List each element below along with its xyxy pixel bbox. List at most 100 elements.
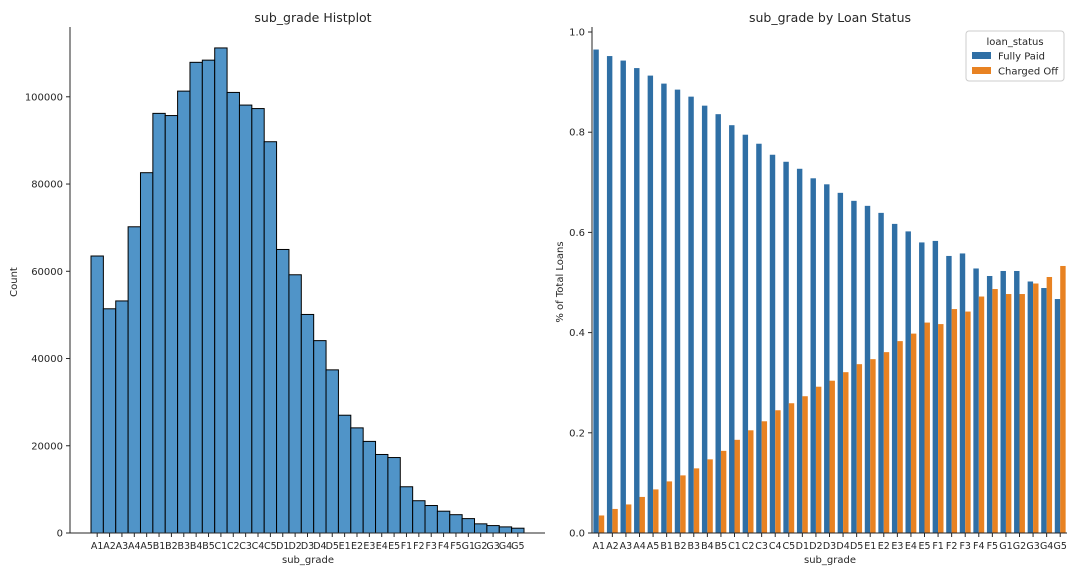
- x-tick-label: D3: [823, 541, 836, 552]
- x-axis: A1 A2 A3 A4 A5 B1 B2 B3 B4 B5 C1 C2 C3 C4 C5 D1 D2 D3 D4 D5…: [70, 532, 545, 552]
- x-tick-label: B4: [190, 541, 203, 552]
- x-tick-label: D1: [796, 541, 809, 552]
- bar-charged-off: [788, 403, 795, 533]
- bar-charged-off: [1019, 294, 1025, 533]
- x-tick-label: A1: [91, 541, 104, 552]
- bar-fully-paid: [620, 60, 626, 533]
- y-tick-label: 40000: [31, 354, 63, 365]
- histogram-bar: [127, 226, 141, 534]
- x-tick-label: F5: [450, 541, 462, 552]
- x-tick-label: G1: [999, 541, 1012, 552]
- bar-charged-off: [1046, 276, 1053, 533]
- x-tick-label: C3: [239, 541, 252, 552]
- bar-charged-off: [693, 468, 700, 533]
- x-tick-label: C5: [782, 541, 795, 552]
- y-axis-label: % of Total Loans: [555, 241, 566, 322]
- bar-charged-off: [951, 309, 958, 533]
- histogram-bar: [263, 141, 278, 534]
- x-tick-label: D2: [809, 541, 822, 552]
- x-tick-label: G1: [462, 541, 475, 552]
- bar-fully-paid: [674, 89, 681, 534]
- histogram-bar: [461, 518, 476, 534]
- bar-fully-paid: [1027, 281, 1034, 533]
- x-tick-label: C2: [227, 541, 240, 552]
- x-tick-label: B5: [202, 541, 215, 552]
- histplot-chart: sub_grade Histplot 0 20000 40000 60000 80000…: [9, 10, 545, 566]
- bar-charged-off: [910, 333, 917, 533]
- histogram-bar: [375, 453, 389, 534]
- bar-fully-paid: [851, 200, 857, 533]
- y-tick-label: 0.6: [569, 228, 585, 239]
- bar-fully-paid: [946, 255, 952, 533]
- bar-fully-paid: [593, 49, 599, 533]
- x-tick-label: E5: [388, 541, 400, 552]
- bar-fully-paid: [973, 268, 979, 533]
- bar-charged-off: [992, 289, 998, 533]
- bar-charged-off: [734, 439, 740, 533]
- legend-swatch-fully-paid: [972, 52, 991, 59]
- bar-charged-off: [1005, 294, 1012, 533]
- bar-charged-off: [965, 311, 971, 533]
- x-tick-label: G4: [499, 541, 512, 552]
- bar-fully-paid: [878, 212, 884, 533]
- histogram-bar: [498, 526, 513, 534]
- x-tick-label: B2: [165, 541, 178, 552]
- bar-charged-off: [897, 341, 903, 533]
- x-tick-label: G3: [1026, 541, 1039, 552]
- histogram-bar: [251, 108, 265, 534]
- x-tick-label: E4: [905, 541, 917, 552]
- bar-charged-off: [598, 515, 605, 533]
- x-tick-label: B2: [674, 541, 687, 552]
- x-tick-label: E2: [878, 541, 890, 552]
- bar-charged-off: [761, 421, 768, 533]
- x-tick-label: B3: [178, 541, 191, 552]
- x-tick-label: C3: [755, 541, 768, 552]
- histogram-bar: [201, 59, 216, 534]
- bar-fully-paid: [1054, 299, 1061, 533]
- bar-fully-paid: [783, 161, 789, 533]
- bar-fully-paid: [701, 105, 708, 533]
- x-tick-label: D4: [313, 541, 326, 552]
- x-tick-label: F5: [987, 541, 999, 552]
- x-tick-label: E3: [363, 541, 375, 552]
- histogram-bar: [214, 47, 228, 534]
- histogram-bar: [177, 90, 191, 534]
- histogram-bar: [350, 427, 364, 534]
- legend-label-fully-paid: Fully Paid: [998, 52, 1045, 63]
- bar-fully-paid: [824, 184, 830, 533]
- bar-charged-off: [720, 450, 727, 533]
- x-tick-label: A2: [103, 541, 116, 552]
- legend: loan_status Fully Paid Charged Off: [965, 30, 1065, 82]
- histogram-bar: [300, 313, 315, 534]
- x-tick-label: G5: [511, 541, 524, 552]
- bar-fully-paid: [932, 240, 939, 534]
- x-tick-label: C4: [769, 541, 782, 552]
- bar-fully-paid: [756, 143, 762, 534]
- bar-fully-paid: [769, 154, 776, 533]
- bar-charged-off: [1060, 265, 1066, 533]
- chart-title: sub_grade by Loan Status: [749, 10, 911, 25]
- legend-swatch-charged-off: [972, 67, 991, 74]
- bars: [593, 49, 1066, 534]
- y-tick-label: 0.8: [569, 128, 585, 139]
- x-tick-label: D5: [326, 541, 339, 552]
- y-axis: 0 20000 40000 60000 80000 100000: [25, 27, 71, 540]
- x-tick-label: A5: [140, 541, 153, 552]
- bar-fully-paid: [837, 192, 844, 533]
- histogram-bar: [139, 172, 154, 534]
- x-tick-label: B1: [660, 541, 673, 552]
- bar-charged-off: [625, 504, 632, 533]
- x-tick-label: E3: [891, 541, 903, 552]
- x-tick-label: F2: [413, 541, 425, 552]
- x-tick-label: F2: [946, 541, 958, 552]
- bar-fully-paid: [796, 168, 803, 533]
- x-tick-label: A4: [128, 541, 141, 552]
- histogram-bar: [449, 514, 463, 534]
- bar-charged-off: [856, 364, 863, 533]
- x-tick-label: F1: [932, 541, 944, 552]
- bar-charged-off: [639, 496, 645, 533]
- x-tick-label: A5: [647, 541, 660, 552]
- x-tick-label: B4: [701, 541, 714, 552]
- x-tick-label: G5: [1054, 541, 1067, 552]
